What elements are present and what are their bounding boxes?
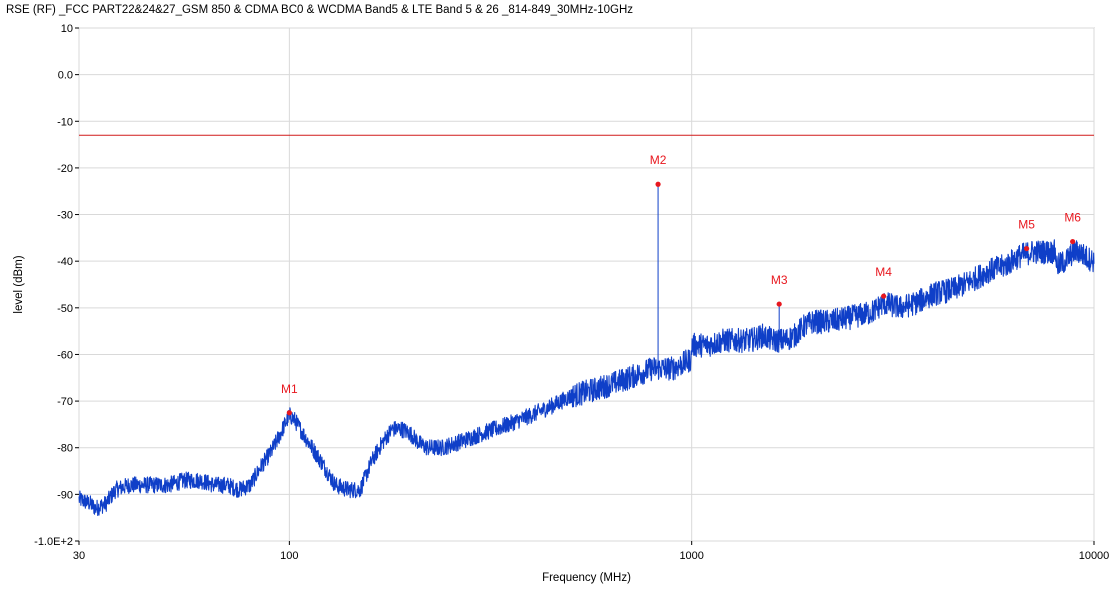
marker-point [655, 181, 661, 187]
trace-group [78, 239, 1095, 516]
x-tick-label: 30 [73, 550, 85, 562]
y-tick-label: -10 [57, 116, 73, 128]
y-tick-label: -80 [57, 443, 73, 455]
spectrum-trace [78, 239, 1095, 516]
marker-label: M3 [771, 273, 788, 287]
y-tick-label: 0.0 [58, 70, 73, 82]
marker-point [776, 301, 782, 307]
y-tick-label: -70 [57, 396, 73, 408]
x-tick-label: 1000 [679, 550, 703, 562]
x-axis-label: Frequency (MHz) [542, 572, 631, 584]
marker-label: M1 [281, 382, 298, 396]
x-tick-label: 100 [280, 550, 298, 562]
y-tick-label: -90 [57, 489, 73, 501]
marker-point [881, 293, 887, 299]
y-tick-label: -30 [57, 210, 73, 222]
y-tick-label: -1.0E+2 [34, 536, 73, 548]
marker-label: M4 [875, 265, 892, 279]
grid [78, 27, 1095, 542]
y-tick-label: 10 [61, 23, 73, 35]
y-tick-label: -20 [57, 163, 73, 175]
x-tick-label: 10000 [1079, 550, 1110, 562]
y-tick-label: -60 [57, 349, 73, 361]
axis-ticks: 10 0.0 -10 -20 -30 -40 -50 -60 -70 -80 -90 -1.0E+23… [34, 23, 1109, 562]
marker-label: M2 [650, 153, 667, 167]
y-axis-label: level (dBm) [13, 255, 25, 313]
y-tick-label: -40 [57, 256, 73, 268]
marker-label: M5 [1018, 218, 1035, 232]
marker-label: M6 [1064, 211, 1081, 225]
marker-point [1024, 245, 1030, 252]
markers-group: M1 M2 M3 M4 M5 M6 [281, 153, 1081, 420]
chart-title: RSE (RF) _FCC PART22&24&27_GSM 850 & CDM… [6, 4, 634, 16]
marker-point [286, 410, 292, 416]
marker-point [1070, 238, 1076, 245]
y-tick-label: -50 [57, 303, 73, 315]
